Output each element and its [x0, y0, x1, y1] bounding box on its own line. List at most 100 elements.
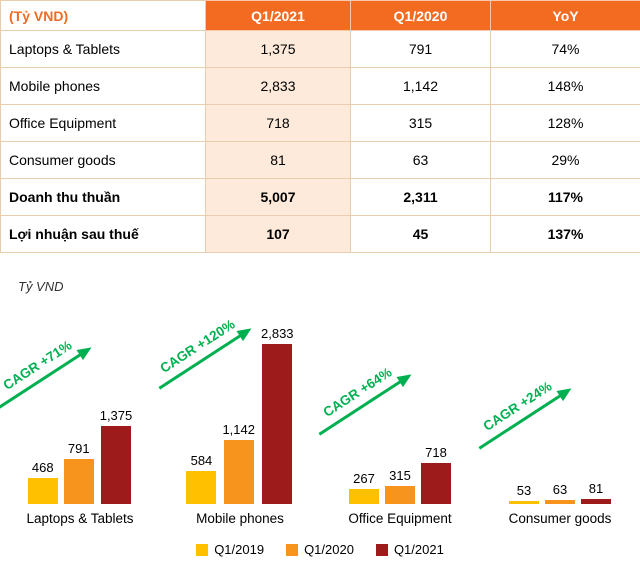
bars-area: CAGR +71% 468 791 1,375	[0, 312, 160, 504]
yoy-value: 74%	[490, 30, 640, 68]
bar-column: 468	[27, 460, 58, 504]
table-header-yoy: YoY	[490, 0, 640, 31]
legend-label: Q1/2020	[304, 542, 354, 557]
q1-2021-value: 5,007	[205, 178, 351, 216]
cagr-label: CAGR +71%	[0, 337, 75, 394]
table-header-q1-2020: Q1/2020	[350, 0, 491, 31]
bar-value-label: 1,142	[222, 422, 255, 437]
table-body: Laptops & Tablets 1,375 791 74% Mobile phone…	[0, 30, 640, 253]
bar-value-label: 53	[516, 483, 532, 498]
cagr-annotation: CAGR +71%	[0, 328, 97, 415]
row-label: Consumer goods	[0, 141, 206, 179]
bar-column: 1,142	[222, 422, 255, 504]
table-row: Office Equipment 718 315 128%	[0, 104, 640, 142]
bar-chart: CAGR +71% 468 791 1,375 Laptops & Tablets CAG…	[0, 312, 640, 526]
q1-2020-value: 1,142	[350, 67, 491, 105]
row-label: Office Equipment	[0, 104, 206, 142]
chart-group: CAGR +120% 584 1,142 2,833 Mobile phones	[157, 312, 320, 526]
cagr-annotation: CAGR +64%	[305, 355, 418, 442]
yoy-value: 128%	[490, 104, 640, 142]
cagr-arrow-icon	[478, 388, 572, 451]
bar	[509, 501, 539, 504]
bar	[421, 463, 451, 504]
q1-2021-value: 81	[205, 141, 351, 179]
table-header-q1-2021: Q1/2021	[205, 0, 351, 31]
q1-2020-value: 45	[350, 215, 491, 253]
bar	[63, 459, 94, 504]
q1-2021-value: 718	[205, 104, 351, 142]
bar-value-label: 791	[67, 441, 90, 456]
bar	[349, 489, 379, 504]
bar	[223, 440, 254, 504]
legend-swatch-icon	[196, 543, 209, 556]
bar	[186, 471, 217, 504]
row-label: Doanh thu thuần	[0, 178, 206, 216]
table-header-unit: (Tỷ VND)	[0, 0, 206, 31]
cagr-label: CAGR +120%	[157, 316, 238, 376]
cagr-annotation: CAGR +120%	[145, 308, 258, 395]
bar	[545, 500, 575, 504]
financial-table: (Tỷ VND) Q1/2021 Q1/2020 YoY Laptops & T…	[0, 0, 640, 253]
row-label: Mobile phones	[0, 67, 206, 105]
q1-2020-value: 2,311	[350, 178, 491, 216]
report-page: (Tỷ VND) Q1/2021 Q1/2020 YoY Laptops & T…	[0, 0, 640, 557]
bar-value-label: 63	[552, 482, 568, 497]
bars-area: CAGR +64% 267 315 718	[318, 312, 480, 504]
bar	[385, 486, 415, 504]
category-label: Office Equipment	[348, 511, 452, 526]
chart-section: Tỷ VND CAGR +71% 468 791 1,375 Laptops & Tab…	[0, 279, 640, 557]
bar-value-label: 2,833	[261, 326, 294, 341]
bar-value-label: 81	[588, 481, 604, 496]
bar-column: 63	[545, 482, 575, 504]
bar	[262, 344, 293, 504]
legend-label: Q1/2019	[214, 542, 265, 557]
table-row: Mobile phones 2,833 1,142 148%	[0, 67, 640, 105]
legend-swatch-icon	[286, 543, 299, 556]
cagr-arrow-icon	[0, 347, 92, 409]
bar-column: 53	[509, 483, 539, 504]
yoy-value: 117%	[490, 178, 640, 216]
bar-column: 791	[63, 441, 94, 504]
table-row: Laptops & Tablets 1,375 791 74%	[0, 30, 640, 68]
q1-2021-value: 2,833	[205, 67, 351, 105]
bar-value-label: 1,375	[99, 408, 133, 423]
bar-column: 81	[581, 481, 611, 504]
yoy-value: 148%	[490, 67, 640, 105]
legend-item: Q1/2020	[286, 542, 354, 557]
table-row: Doanh thu thuần 5,007 2,311 117%	[0, 178, 640, 216]
table-header-row: (Tỷ VND) Q1/2021 Q1/2020 YoY	[0, 0, 640, 31]
row-label: Lợi nhuận sau thuế	[0, 215, 206, 253]
yoy-value: 137%	[490, 215, 640, 253]
bar-column: 718	[421, 445, 451, 504]
q1-2020-value: 315	[350, 104, 491, 142]
bar-column: 267	[349, 471, 379, 504]
bar	[27, 478, 58, 504]
chart-title: Tỷ VND	[18, 279, 64, 294]
bar-value-label: 584	[190, 453, 213, 468]
bar-value-label: 315	[389, 468, 411, 483]
chart-group: CAGR +71% 468 791 1,375 Laptops & Tablets	[0, 312, 160, 526]
bar-value-label: 267	[353, 471, 375, 486]
q1-2021-value: 107	[205, 215, 351, 253]
bars-area: CAGR +120% 584 1,142 2,833	[157, 312, 320, 504]
cagr-label: CAGR +64%	[320, 364, 395, 421]
legend-item: Q1/2021	[375, 542, 444, 557]
category-label: Mobile phones	[196, 511, 284, 526]
bar	[581, 499, 611, 504]
row-label: Laptops & Tablets	[0, 30, 206, 68]
table-row: Consumer goods 81 63 29%	[0, 141, 640, 179]
cagr-annotation: CAGR +24%	[465, 369, 578, 456]
bar-value-label: 718	[425, 445, 447, 460]
bar	[100, 426, 131, 504]
chart-group: CAGR +24% 53 63 81 Consumer goods	[478, 312, 640, 526]
bar-column: 315	[385, 468, 415, 504]
legend-label: Q1/2021	[393, 542, 444, 557]
legend-item: Q1/2019	[196, 542, 264, 557]
table-row: Lợi nhuận sau thuế 107 45 137%	[0, 215, 640, 253]
bars-area: CAGR +24% 53 63 81	[478, 312, 640, 504]
category-label: Laptops & Tablets	[26, 511, 134, 526]
chart-legend: Q1/2019 Q1/2020 Q1/2021	[0, 542, 640, 557]
bar-value-label: 468	[31, 460, 54, 475]
cagr-arrow-icon	[318, 374, 412, 436]
yoy-value: 29%	[490, 141, 640, 179]
